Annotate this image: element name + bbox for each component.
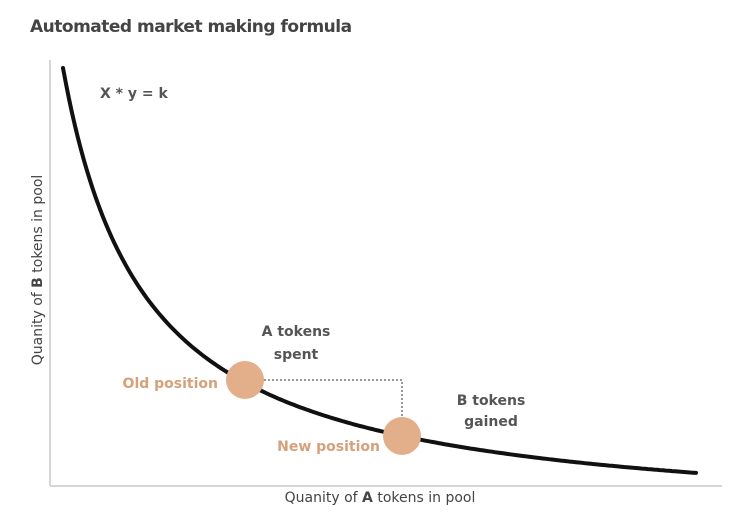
label-part: tokens in pool	[30, 175, 46, 277]
formula: X * y = k	[100, 86, 168, 102]
y-axis-label: Quanity of B tokens in pool	[30, 175, 46, 366]
annotation: gained	[464, 414, 518, 430]
label-part: Quanity of	[285, 490, 362, 506]
new-position-marker	[383, 417, 421, 455]
curve	[61, 66, 698, 475]
label-part: B	[30, 277, 46, 288]
new-position-label: New position	[277, 439, 380, 455]
title: Automated market making formula	[30, 17, 352, 37]
label-part: A	[362, 490, 373, 506]
annotation: spent	[274, 347, 319, 363]
annotation: A tokens	[262, 324, 331, 340]
label-part: Quanity of	[30, 288, 46, 365]
trade-path	[264, 379, 403, 417]
annotation: B tokens	[457, 393, 526, 409]
old-position-label: Old position	[123, 376, 218, 392]
label-part: tokens in pool	[373, 490, 475, 506]
x-axis-label: Quanity of A tokens in pool	[285, 490, 476, 506]
old-position-marker	[226, 361, 264, 399]
